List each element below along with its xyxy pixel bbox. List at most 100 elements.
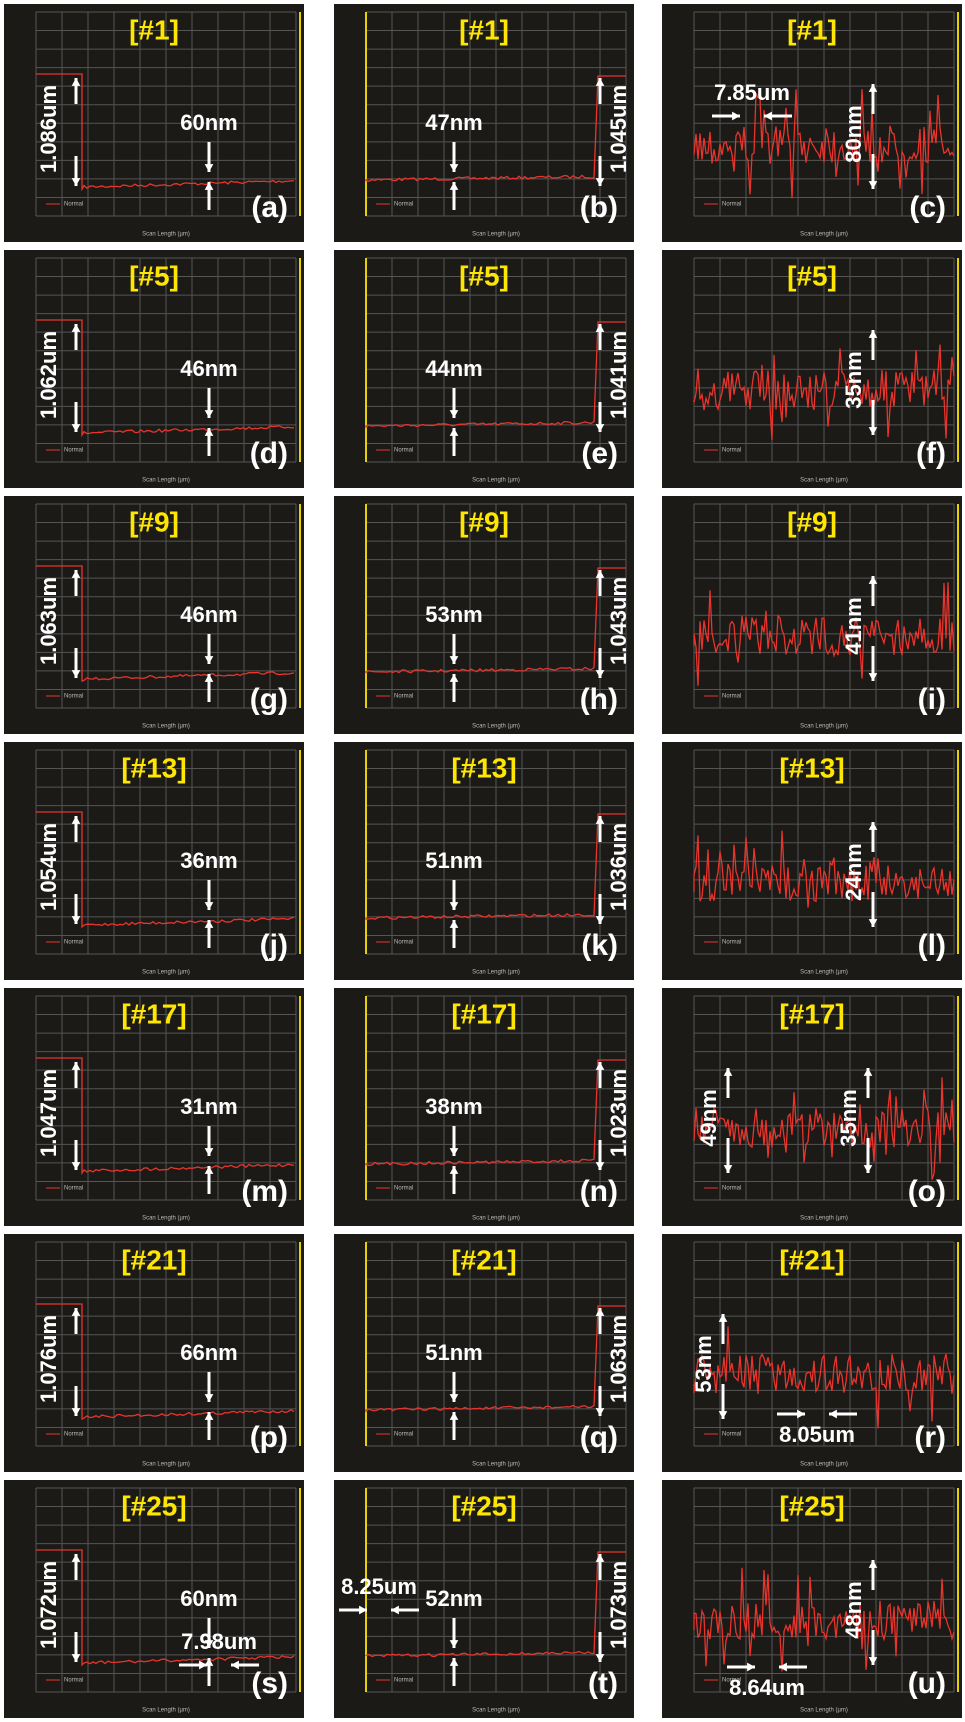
panel: Normal Scan Length (µm) [#13] (k) 1.036um 51n… xyxy=(334,742,634,980)
measurement: 8.05um xyxy=(779,1422,855,1447)
arrow-head xyxy=(863,1068,873,1076)
profile-trace xyxy=(693,1077,955,1180)
panel: Normal Scan Length (µm) [#21] (p) 1.076um 66n… xyxy=(4,1234,304,1472)
profile-trace xyxy=(365,567,626,674)
profile-trace xyxy=(693,1567,955,1672)
arrow-head xyxy=(595,324,605,332)
measurement: 52nm xyxy=(425,1586,482,1611)
sample-label: [#25] xyxy=(779,1490,844,1521)
arrow-head xyxy=(868,822,878,830)
arrow-head xyxy=(449,1166,459,1174)
profile-trace xyxy=(365,1305,626,1413)
x-axis-label: Scan Length (µm) xyxy=(142,1708,190,1714)
legend-label: Normal xyxy=(64,1432,83,1438)
arrow-head xyxy=(391,1605,399,1615)
measurement: 38nm xyxy=(425,1094,482,1119)
x-axis-label: Scan Length (µm) xyxy=(472,970,520,976)
arrow-head xyxy=(449,182,459,190)
panel-label: (i) xyxy=(918,683,946,716)
arrow-head xyxy=(595,1162,605,1170)
x-axis-label: Scan Length (µm) xyxy=(800,232,848,238)
profile-trace xyxy=(365,813,626,921)
legend-label: Normal xyxy=(394,202,413,208)
measurement: 1.041um xyxy=(606,331,631,419)
legend-label: Normal xyxy=(64,1186,83,1192)
arrow-head xyxy=(868,427,878,435)
arrow-head xyxy=(231,1660,239,1670)
legend-label: Normal xyxy=(722,1432,741,1438)
panel: Normal Scan Length (µm) [#5] (f) 35nm xyxy=(662,250,962,488)
sample-label: [#9] xyxy=(459,506,509,537)
panel-label: (p) xyxy=(250,1421,288,1454)
profile-trace xyxy=(693,1326,955,1429)
sample-label: [#9] xyxy=(787,506,837,537)
measurement: 7.98um xyxy=(181,1629,257,1654)
arrow-head xyxy=(595,1554,605,1562)
arrow-head xyxy=(449,902,459,910)
profile-trace xyxy=(693,582,955,686)
panel: Normal Scan Length (µm) [#21] (q) 1.063um 51n… xyxy=(334,1234,634,1472)
panel-label: (t) xyxy=(588,1667,618,1700)
legend-label: Normal xyxy=(64,694,83,700)
arrow-head xyxy=(595,178,605,186)
profile-trace xyxy=(36,1303,295,1421)
x-axis-label: Scan Length (µm) xyxy=(800,724,848,730)
arrow-head xyxy=(595,1654,605,1662)
measurement: 24nm xyxy=(841,843,866,900)
panel-label: (b) xyxy=(580,191,618,224)
measurement: 41nm xyxy=(841,597,866,654)
sample-label: [#13] xyxy=(451,752,516,783)
panel: Normal Scan Length (µm) [#17] (o) 49nm 35nm xyxy=(662,988,962,1226)
measurement: 46nm xyxy=(180,602,237,627)
x-axis-label: Scan Length (µm) xyxy=(800,1708,848,1714)
arrow-head xyxy=(595,916,605,924)
arrow-head xyxy=(449,674,459,682)
panel: Normal Scan Length (µm) [#1] (b) 1.045um 47nm xyxy=(334,4,634,242)
measurement: 1.047um xyxy=(36,1069,61,1157)
arrow-head xyxy=(868,576,878,584)
panel: Normal Scan Length (µm) [#9] (g) 1.063um 46nm xyxy=(4,496,304,734)
measurement: 8.25um xyxy=(341,1574,417,1599)
legend-label: Normal xyxy=(722,1186,741,1192)
arrow-head xyxy=(71,1408,81,1416)
panel-label: (d) xyxy=(250,437,288,470)
measurement: 60nm xyxy=(180,110,237,135)
panel: Normal Scan Length (µm) [#1] (c) 80nm 7.85um xyxy=(662,4,962,242)
arrow-head xyxy=(449,428,459,436)
x-axis-label: Scan Length (µm) xyxy=(472,1462,520,1468)
arrow-head xyxy=(829,1409,837,1419)
legend-label: Normal xyxy=(722,202,741,208)
profile-trace xyxy=(36,811,295,929)
x-axis-label: Scan Length (µm) xyxy=(472,724,520,730)
arrow-head xyxy=(779,1662,787,1672)
panel: Normal Scan Length (µm) [#21] (r) 53nm 8.05um xyxy=(662,1234,962,1472)
measurement: 46nm xyxy=(180,356,237,381)
sample-label: [#13] xyxy=(779,752,844,783)
measurement: 1.043um xyxy=(606,577,631,665)
panel-label: (g) xyxy=(250,683,288,716)
profile-trace xyxy=(365,75,626,182)
arrow-head xyxy=(595,78,605,86)
profile-trace xyxy=(36,73,295,192)
legend-label: Normal xyxy=(394,1186,413,1192)
arrow-head xyxy=(71,670,81,678)
arrow-head xyxy=(868,1657,878,1665)
arrow-head xyxy=(71,424,81,432)
panel-label: (j) xyxy=(260,929,288,962)
arrow-head xyxy=(723,1068,733,1076)
sample-label: [#1] xyxy=(129,14,179,45)
x-axis-label: Scan Length (µm) xyxy=(800,478,848,484)
arrow-head xyxy=(863,1165,873,1173)
arrow-head xyxy=(204,410,214,418)
measurement: 51nm xyxy=(425,1340,482,1365)
panel-label: (o) xyxy=(908,1175,946,1208)
arrow-head xyxy=(449,164,459,172)
measurement: 31nm xyxy=(180,1094,237,1119)
x-axis-label: Scan Length (µm) xyxy=(800,1462,848,1468)
panel-label: (n) xyxy=(580,1175,618,1208)
panel-label: (s) xyxy=(251,1667,288,1700)
measurement: 47nm xyxy=(425,110,482,135)
measurement: 1.023um xyxy=(606,1069,631,1157)
measurement: 1.063um xyxy=(606,1315,631,1403)
profile-trace xyxy=(693,344,955,440)
